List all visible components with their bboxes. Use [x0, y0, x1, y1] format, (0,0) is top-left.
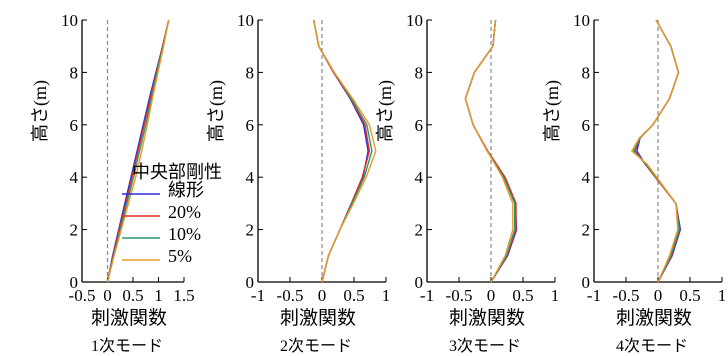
y-tick-label: 6	[582, 116, 591, 135]
series-line-p5	[631, 19, 680, 283]
legend-item-label: 10%	[168, 224, 201, 244]
x-tick-label: -0.5	[69, 286, 96, 305]
y-tick-label: 0	[246, 273, 255, 292]
series-line-p10	[313, 19, 373, 283]
x-tick-label: -0.5	[613, 286, 640, 305]
x-axis-label: 刺激関数	[616, 307, 692, 329]
x-tick-label: 0.5	[122, 286, 143, 305]
y-tick-label: 4	[582, 168, 591, 187]
chart-panel-4: 0 2 4 6 8 10 -1 -0.5 0 0.5 1 高さ(m) 刺激関数 4次モード	[542, 11, 726, 355]
x-tick-label: 0.5	[679, 286, 700, 305]
y-tick-label: 10	[61, 11, 78, 30]
y-tick-label: 8	[582, 63, 591, 82]
y-tick-label: 2	[70, 221, 79, 240]
x-tick-label: 0.5	[343, 286, 364, 305]
mode-caption: 3次モード	[449, 337, 521, 355]
y-tick-label: 6	[415, 116, 424, 135]
y-tick-label: 10	[237, 11, 254, 30]
x-tick-label: 1	[718, 286, 727, 305]
x-tick-label: 1.5	[173, 286, 194, 305]
y-tick-label: 4	[415, 168, 424, 187]
x-tick-label: 0	[318, 286, 327, 305]
mode-caption: 2次モード	[280, 337, 352, 355]
x-tick-label: 0	[654, 286, 663, 305]
series-line-p10	[464, 19, 516, 283]
x-tick-label: 1	[382, 286, 391, 305]
y-tick-label: 10	[406, 11, 423, 30]
x-tick-label: -1	[420, 286, 434, 305]
y-tick-label: 8	[246, 63, 255, 82]
y-tick-label: 0	[70, 273, 79, 292]
legend-item-label: 5%	[168, 246, 192, 266]
y-axis-label: 高さ(m)	[30, 80, 51, 142]
legend-item-label: 20%	[168, 202, 201, 222]
x-tick-label: 1	[154, 286, 163, 305]
y-tick-label: 0	[415, 273, 424, 292]
y-tick-label: 4	[246, 168, 255, 187]
x-tick-label: 0	[103, 286, 112, 305]
series-line-p10	[633, 19, 680, 283]
mode-caption: 4次モード	[616, 337, 688, 355]
chart-panel-2: 0 2 4 6 8 10 -1 -0.5 0 0.5 1 高さ(m) 刺激関数 2次モード	[206, 11, 390, 355]
x-tick-label: 0.5	[512, 286, 533, 305]
y-tick-label: 2	[246, 221, 255, 240]
y-tick-label: 6	[70, 116, 79, 135]
x-tick-label: -1	[251, 286, 265, 305]
y-axis-label: 高さ(m)	[542, 80, 563, 142]
x-axis-label: 刺激関数	[91, 307, 167, 329]
series-line-p5	[313, 19, 377, 283]
x-tick-label: 1	[551, 286, 560, 305]
mode-caption: 1次モード	[91, 337, 163, 355]
x-tick-label: -0.5	[446, 286, 473, 305]
y-tick-label: 10	[573, 11, 590, 30]
y-tick-label: 0	[582, 273, 591, 292]
x-tick-label: -1	[587, 286, 601, 305]
x-tick-label: 0	[487, 286, 496, 305]
x-axis-label: 刺激関数	[449, 307, 525, 329]
y-tick-label: 4	[70, 168, 79, 187]
y-tick-label: 2	[415, 221, 424, 240]
series-line-linear	[313, 19, 369, 283]
series-line-p5	[106, 19, 170, 283]
series-line-p10	[106, 19, 170, 283]
legend-item-label: 線形	[168, 180, 204, 200]
y-tick-label: 8	[70, 63, 79, 82]
y-axis-label: 高さ(m)	[206, 80, 227, 142]
y-tick-label: 2	[582, 221, 591, 240]
y-tick-label: 8	[415, 63, 424, 82]
series-line-p5	[464, 19, 514, 283]
y-tick-label: 6	[246, 116, 255, 135]
series-line-p20	[313, 19, 371, 283]
chart-panel-3: 0 2 4 6 8 10 -1 -0.5 0 0.5 1 高さ(m) 刺激関数 3次モード	[375, 11, 559, 355]
x-axis-label: 刺激関数	[280, 307, 356, 329]
x-tick-label: -0.5	[277, 286, 304, 305]
legend-title: 中央部剛性	[132, 162, 222, 182]
y-axis-label: 高さ(m)	[375, 80, 396, 142]
